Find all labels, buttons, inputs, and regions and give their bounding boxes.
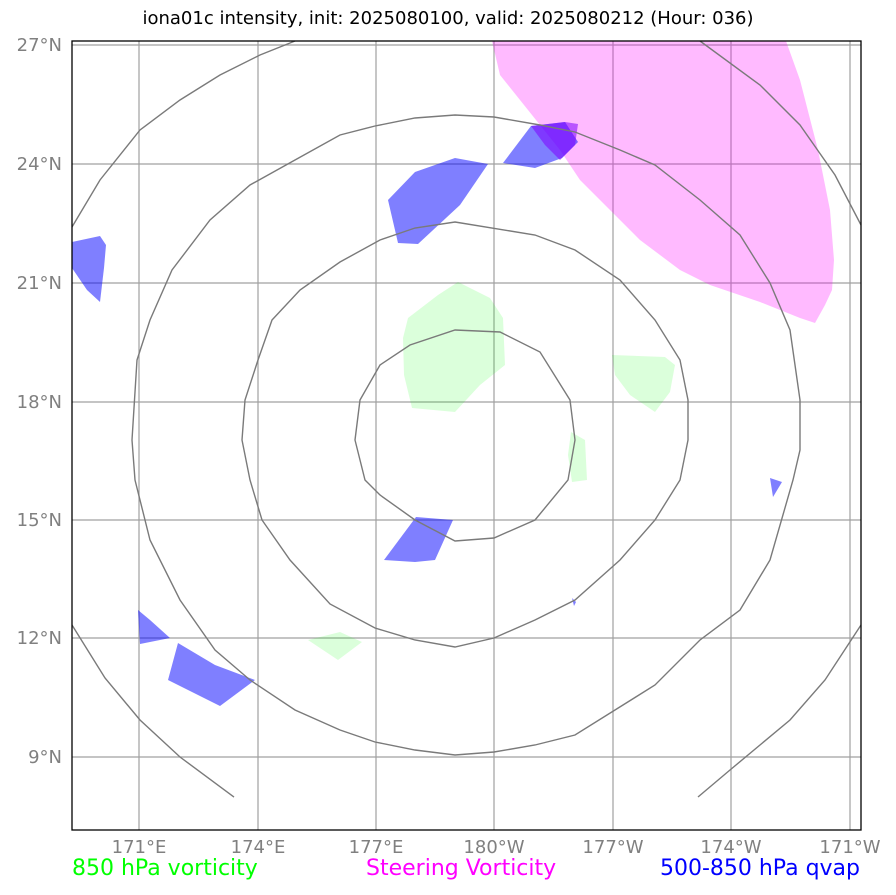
steering-vorticity-region bbox=[492, 41, 834, 323]
qvap-region bbox=[770, 478, 782, 497]
qvap-region bbox=[72, 236, 106, 302]
range-rings bbox=[71, 40, 862, 798]
vorticity-850-region bbox=[568, 432, 587, 482]
lon-label: 174°W bbox=[700, 837, 761, 858]
lat-label: 9°N bbox=[28, 747, 62, 768]
range-ring bbox=[131, 114, 801, 756]
lon-label: 177°E bbox=[349, 837, 404, 858]
qvap-region bbox=[384, 517, 453, 562]
qvap-region bbox=[572, 598, 576, 606]
legend-qvap: 500-850 hPa qvap bbox=[659, 856, 860, 881]
lat-label: 15°N bbox=[17, 510, 62, 531]
vorticity-850-region bbox=[612, 355, 675, 412]
vorticity-850-region bbox=[403, 282, 505, 412]
map-frame bbox=[71, 40, 862, 831]
steering-qvap-overlap bbox=[531, 122, 578, 160]
range-ring bbox=[71, 624, 235, 798]
vorticity-850-regions bbox=[308, 282, 675, 660]
range-ring bbox=[699, 40, 862, 226]
lon-label: 171°W bbox=[819, 837, 880, 858]
qvap-region bbox=[388, 158, 488, 244]
lon-label: 174°E bbox=[231, 837, 286, 858]
lon-label: 180°W bbox=[463, 837, 524, 858]
gridlines bbox=[72, 41, 861, 830]
lat-label: 21°N bbox=[17, 273, 62, 294]
range-ring bbox=[697, 624, 862, 798]
map-title: iona01c intensity, init: 2025080100, val… bbox=[142, 8, 754, 29]
qvap-region bbox=[168, 643, 255, 706]
lon-label: 171°E bbox=[112, 837, 167, 858]
qvap-region bbox=[138, 610, 170, 644]
lon-label: 177°W bbox=[582, 837, 643, 858]
lat-label: 27°N bbox=[17, 35, 62, 56]
lat-label: 18°N bbox=[17, 392, 62, 413]
legend-vorticity-850: 850 hPa vorticity bbox=[72, 856, 258, 881]
range-ring bbox=[71, 40, 296, 228]
lat-label: 24°N bbox=[17, 154, 62, 175]
legend-steering-vorticity: Steering Vorticity bbox=[366, 856, 557, 881]
longitude-labels: 171°E 174°E 177°E 180°W 177°W 174°W 171°… bbox=[112, 837, 881, 858]
range-ring bbox=[354, 329, 576, 542]
range-ring bbox=[241, 221, 689, 648]
vorticity-850-region bbox=[308, 632, 362, 660]
latitude-labels: 27°N 24°N 21°N 18°N 15°N 12°N 9°N bbox=[17, 35, 62, 768]
lat-label: 12°N bbox=[17, 628, 62, 649]
